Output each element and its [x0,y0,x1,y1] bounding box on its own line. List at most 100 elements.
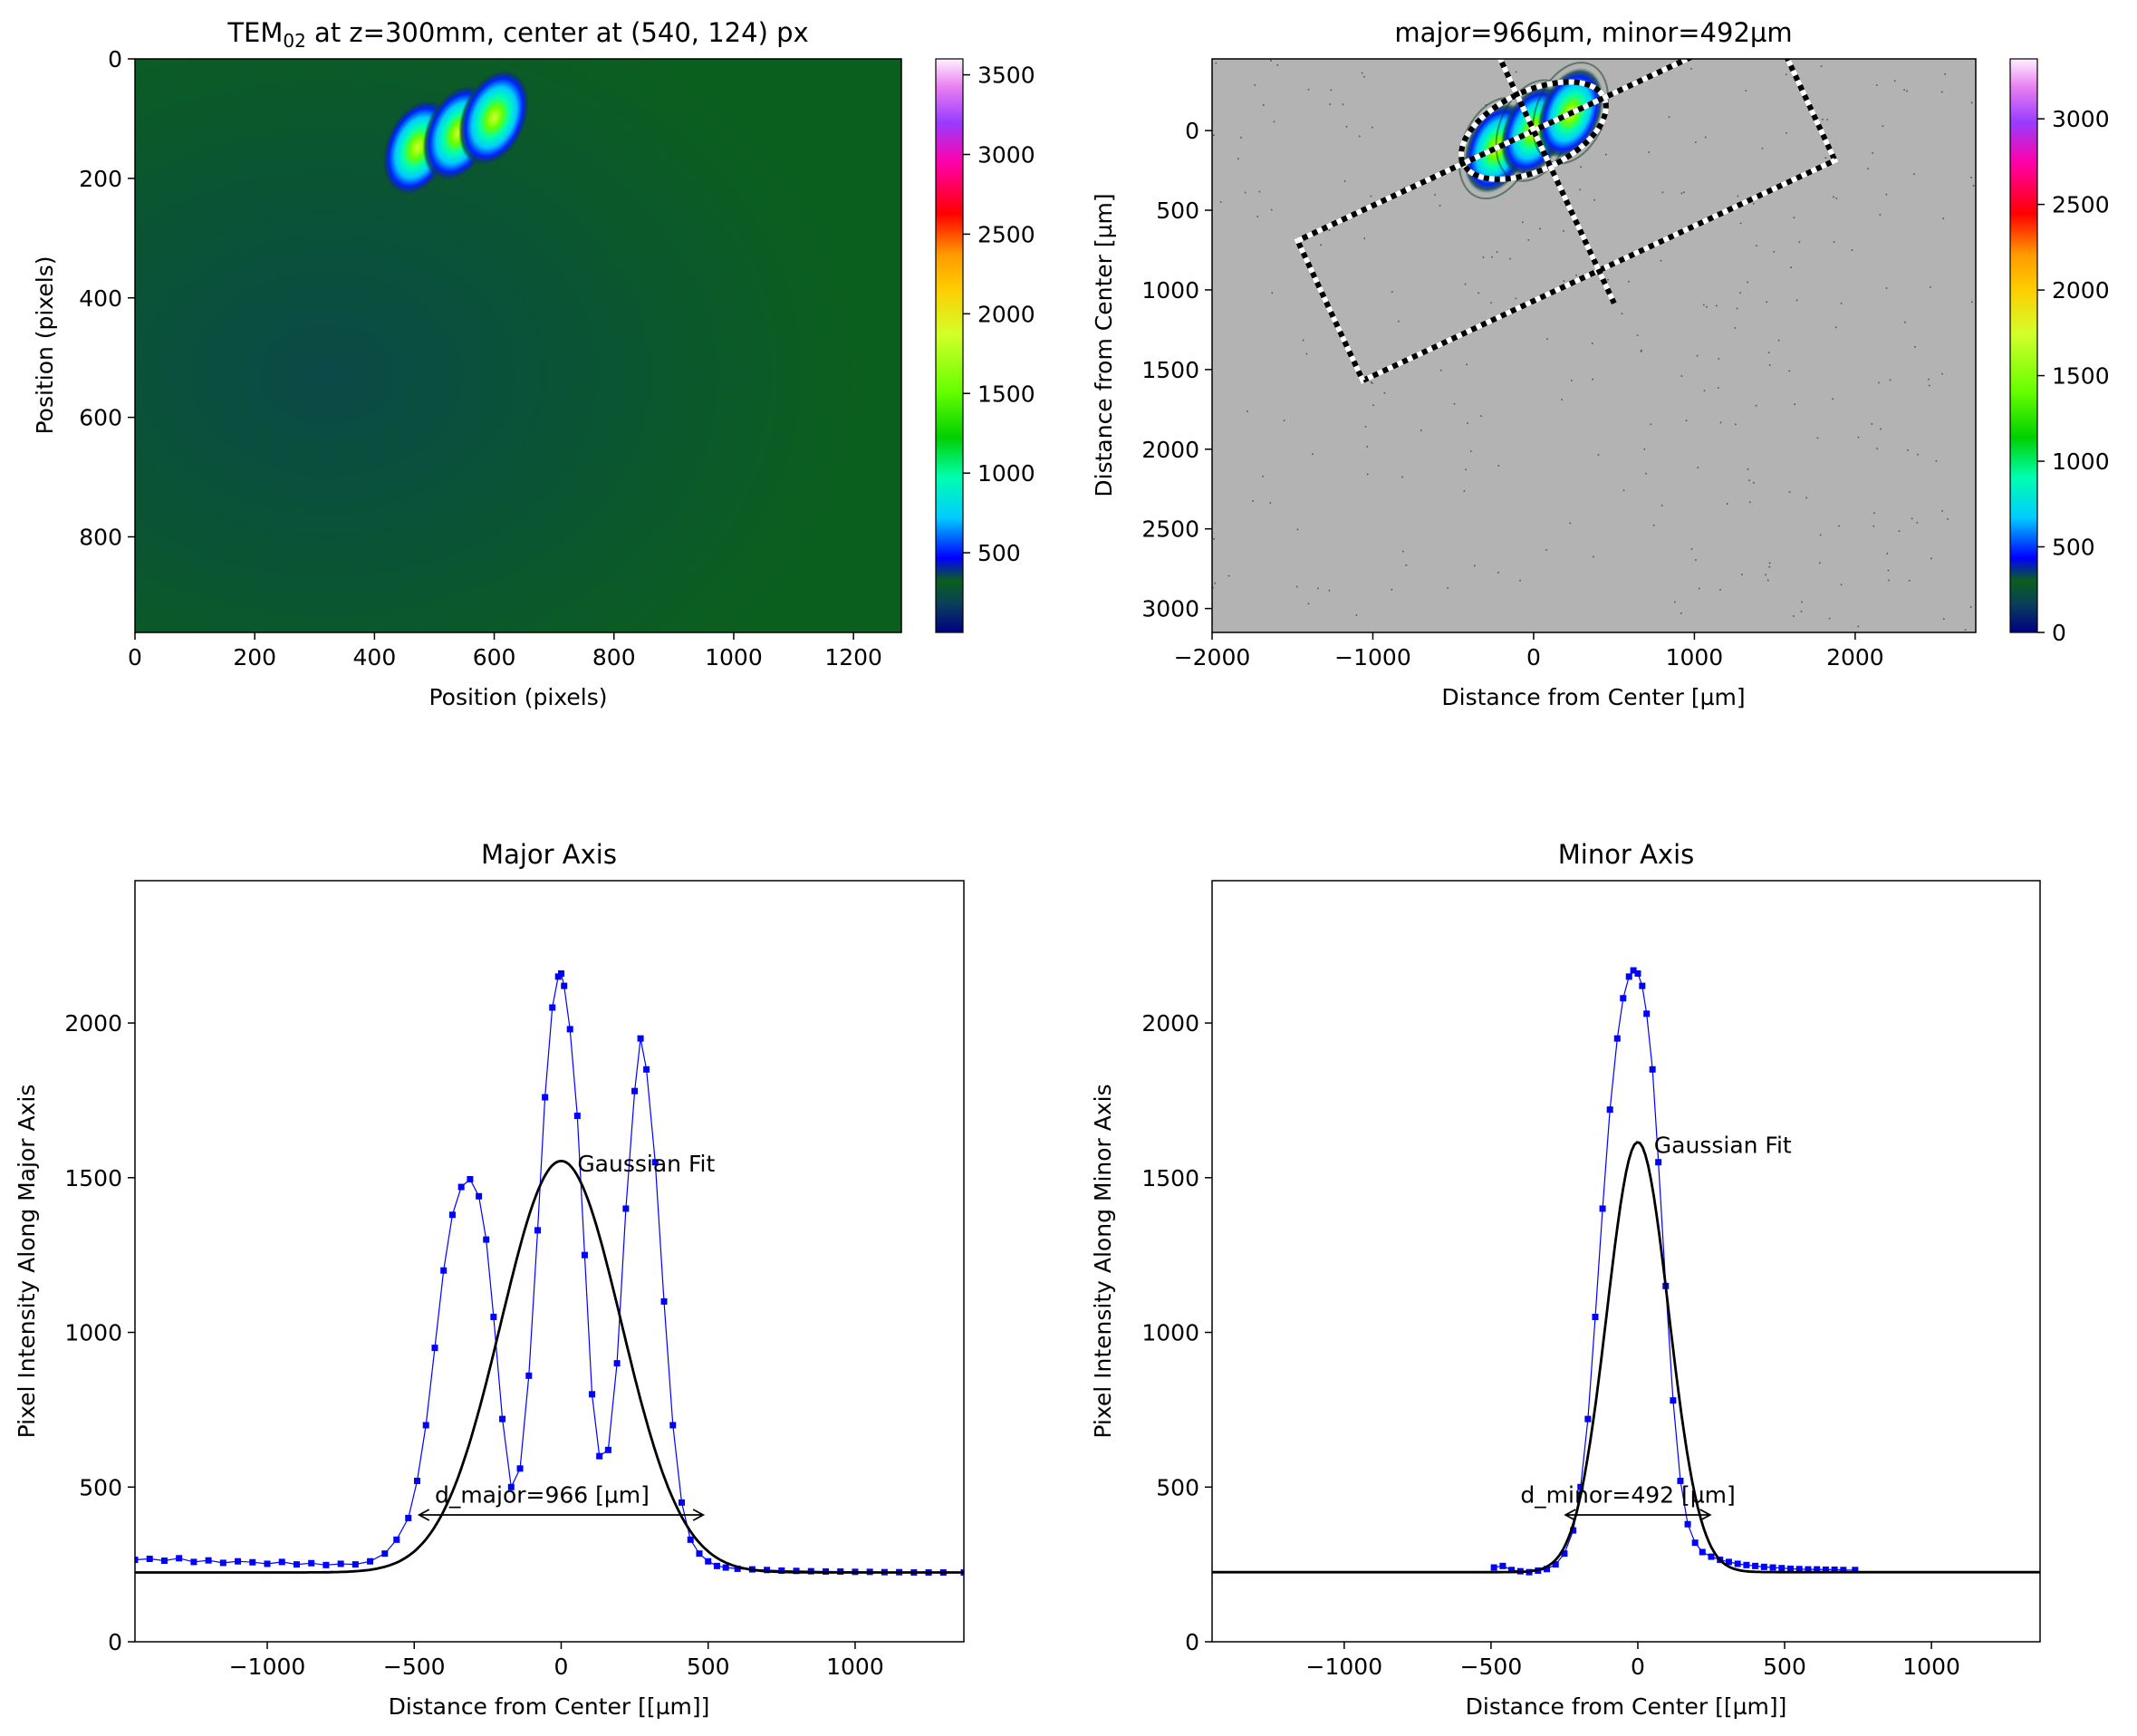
measured-point [713,1562,720,1569]
measured-point [190,1558,197,1566]
noise-dot [1734,327,1737,329]
measured-point [457,1183,465,1191]
measured-point [1708,1553,1715,1560]
panel-title: major=966µm, minor=492µm [1394,17,1792,48]
y-tick-label: 2000 [1141,1010,1199,1037]
noise-dot [1509,257,1511,260]
noise-dot [1739,222,1742,225]
noise-dot [1876,448,1879,449]
noise-dot [1439,205,1441,207]
y-tick-label: 2500 [1141,516,1199,543]
colorbar-tick-label: 1500 [977,381,1035,407]
noise-dot [1739,292,1741,294]
noise-dot [1227,574,1230,577]
measured-point [573,1113,581,1120]
noise-dot [1464,283,1467,285]
noise-dot [1822,118,1824,121]
noise-dot [1447,586,1449,589]
noise-dot [1490,302,1492,304]
noise-dot [1391,291,1393,293]
noise-dot [1434,194,1436,196]
noise-dot [1515,71,1517,73]
noise-dot [1851,249,1853,251]
measured-point [561,982,568,989]
beam-lobe [458,68,530,167]
noise-dot [1296,528,1299,531]
fit-label: Gaussian Fit [577,1151,715,1177]
noise-dot [1213,134,1215,137]
noise-dot [1690,68,1692,70]
y-tick-label: 1500 [1141,1165,1199,1191]
x-axis-label: Distance from Center [µm] [1441,684,1745,710]
noise-dot [1706,305,1708,308]
noise-dot [1254,84,1256,86]
measured-point [631,1087,639,1095]
y-ticks: 0 200 400 600 800 [79,46,135,551]
noise-dot [1302,339,1304,342]
colorbar [2009,58,2038,633]
fit-label: Gaussian Fit [1654,1132,1792,1158]
noise-dot [1833,241,1835,243]
x-axis-label: Distance from Center [[µm]] [1466,1693,1787,1720]
noise-dot [1366,446,1369,448]
measured-point [778,1567,785,1574]
annotations: Gaussian Fit d_major=966 [µm] [417,1151,715,1521]
noise-dot [1697,467,1699,468]
measured-point [1743,1561,1750,1568]
measured-point [1655,1159,1662,1166]
measured-point [1831,1566,1838,1573]
noise-dot [1622,489,1625,492]
measured-point [490,1313,497,1320]
y-tick-label: 1000 [1141,1320,1199,1346]
noise-dot [1930,286,1931,288]
noise-dot [1930,557,1932,560]
colorbar-tick-label: 1000 [977,460,1035,487]
noise-dot [1719,421,1722,424]
noise-dot [1819,534,1822,536]
measured-point [734,1565,741,1572]
measured-point [1699,1548,1706,1556]
measured-point [1725,1558,1732,1566]
noise-dot [1940,91,1943,93]
noise-dot [1295,585,1298,588]
measured-point [249,1558,256,1566]
measured-point [1508,1567,1516,1574]
noise-dot [1718,358,1720,360]
measured-point [440,1267,448,1274]
noise-dot [1480,415,1482,418]
noise-dot [1690,548,1693,550]
noise-dot [1872,525,1875,527]
noise-dot [1833,196,1834,198]
noise-dot [1361,72,1363,74]
noise-dot [1521,221,1524,224]
measured-point [308,1559,315,1567]
measured-point [219,1559,226,1567]
noise-dot [1818,562,1821,564]
x-tick-label: 1000 [705,644,763,670]
measured-point [1787,1565,1795,1572]
noise-dot [1648,151,1651,153]
measured-point [1577,1483,1584,1490]
noise-dot [1773,251,1776,253]
noise-dot [1563,280,1565,282]
noise-dot [1766,579,1769,582]
measured-point [422,1422,429,1429]
noise-dot [1628,280,1630,283]
noise-dot [1579,188,1582,191]
noise-dot [1768,562,1771,564]
x-tick-label: 500 [687,1654,730,1680]
noise-dot [1403,187,1406,188]
noise-dot [1768,565,1771,568]
noise-dot [1640,351,1642,352]
measured-point [722,1564,729,1571]
noise-dot [1941,372,1943,375]
noise-dot [1935,459,1938,462]
measured-point [516,1465,524,1472]
annotations: Gaussian Fit d_minor=492 [µm] [1520,1132,1792,1521]
noise-dot [1328,229,1331,232]
x-tick-label: −500 [383,1654,446,1680]
noise-dot [1569,522,1572,525]
noise-dot [1698,587,1700,590]
measured-point [1760,1563,1767,1570]
noise-dot [1592,378,1593,381]
